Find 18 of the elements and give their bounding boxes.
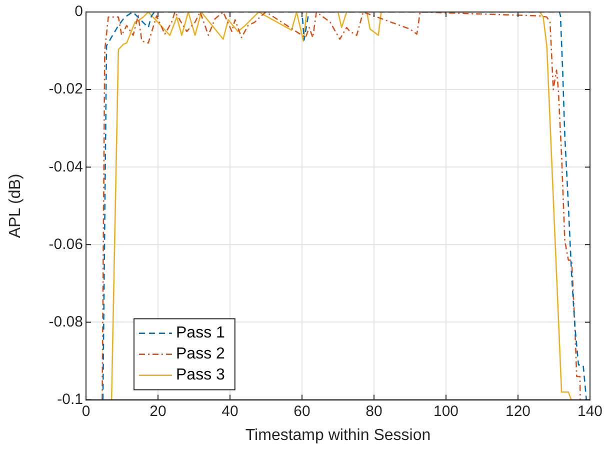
y-tick-label: -0.1 [57,390,83,408]
legend-label: Pass 2 [176,346,226,363]
x-axis-title: Timestamp within Session [245,426,431,444]
x-tick-label: 60 [294,402,310,420]
y-tick-label: -0.04 [48,158,83,176]
legend-label: Pass 3 [176,366,226,384]
x-tick-label: 80 [366,402,382,420]
y-tick-label: 0 [74,3,83,20]
y-tick-label: -0.08 [48,313,83,330]
x-tick-label: 120 [505,402,531,420]
x-tick-label: 40 [222,402,238,420]
x-tick-label: 20 [150,402,166,420]
y-axis-title: APL (dB) [7,174,24,238]
y-tick-label: -0.02 [48,80,83,98]
y-tick-label: -0.06 [48,236,83,253]
x-tick-label: 140 [577,402,603,420]
x-tick-label: 100 [433,402,459,420]
legend-label: Pass 1 [176,324,226,342]
